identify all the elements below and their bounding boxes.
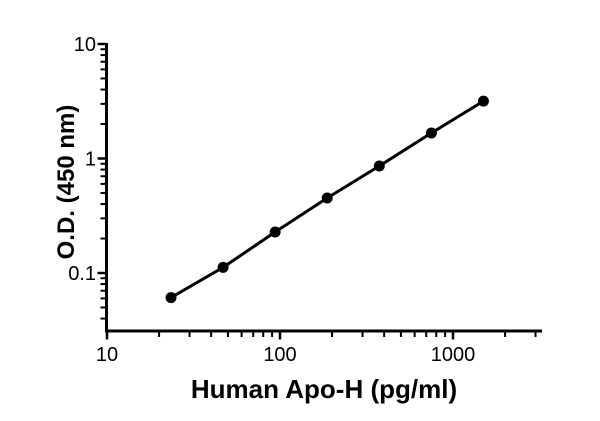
x-axis-tick-label: 100 (263, 344, 296, 366)
y-axis-tick-label: 0.1 (68, 263, 96, 285)
x-axis-tick-label: 10 (96, 344, 118, 366)
data-point-marker (477, 95, 489, 107)
axis-frame (105, 43, 542, 333)
data-point-marker (165, 292, 177, 304)
x-axis-tick-label: 1000 (431, 344, 476, 366)
y-axis-tick-label: 10 (74, 34, 96, 56)
x-axis-title: Human Apo-H (pg/ml) (190, 374, 458, 404)
data-point-marker (217, 261, 229, 273)
data-point-marker (269, 226, 281, 238)
data-point-marker (425, 127, 437, 139)
data-point-marker (373, 160, 385, 172)
y-axis-tick-label: 1 (85, 149, 96, 171)
y-axis-title: O.D. (450 nm) (53, 104, 80, 260)
data-point-marker (321, 192, 333, 204)
